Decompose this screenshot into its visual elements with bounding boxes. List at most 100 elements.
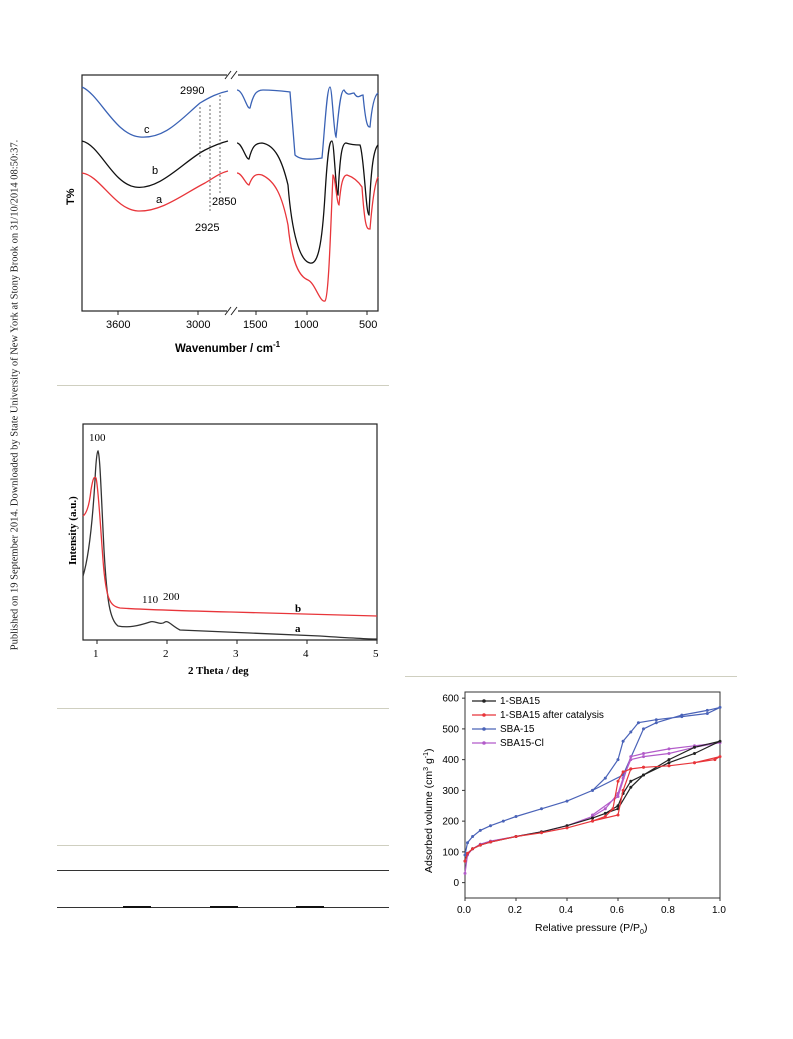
isotherm-point xyxy=(718,739,722,743)
ftir-break-mask xyxy=(227,69,238,319)
isotherm-point xyxy=(705,712,709,715)
isotherm-xtick-label: 0.0 xyxy=(457,905,471,916)
isotherm-xtick-label: 0.8 xyxy=(661,905,675,916)
isotherm-point xyxy=(540,807,543,811)
isotherm-point xyxy=(489,824,492,828)
isotherm-point xyxy=(667,747,671,751)
isotherm-point xyxy=(466,841,469,845)
isotherm-point xyxy=(463,871,467,875)
sidebar-provenance: Published on 19 September 2014. Download… xyxy=(0,0,30,1039)
isotherm-xlabel: Relative pressure (P/P0) xyxy=(535,922,647,936)
xrd-tick-2: 2 xyxy=(163,648,169,660)
isotherm-point xyxy=(629,758,633,762)
isotherm-point xyxy=(489,840,492,844)
table-rule-seg-2 xyxy=(210,906,238,908)
ftir-curve-label-c: c xyxy=(144,124,150,136)
ftir-xlabel: Wavenumber / cm-1 xyxy=(175,340,281,355)
isotherm-point xyxy=(471,847,475,851)
isotherm-point xyxy=(616,792,620,795)
isotherm-point xyxy=(629,779,633,783)
isotherm-point xyxy=(693,761,696,765)
isotherm-ytick-label: 100 xyxy=(442,847,459,858)
isotherm-point xyxy=(636,721,640,725)
isotherm-point xyxy=(603,811,607,815)
xrd-peak-label-110: 110 xyxy=(142,594,159,606)
isotherm-point xyxy=(654,721,658,725)
isotherm-series-1-sba15 xyxy=(464,740,721,862)
ftir-break-top xyxy=(224,70,238,80)
legend-sba15-cl: SBA15-Cl xyxy=(500,738,544,749)
xrd-curve-a xyxy=(82,449,378,640)
isotherm-point xyxy=(616,795,620,798)
isotherm-point xyxy=(705,708,709,712)
isotherm-point xyxy=(565,799,569,803)
ftir-tick-500: 500 xyxy=(359,319,377,331)
ftir-break-bottom xyxy=(224,306,238,316)
isotherm-point xyxy=(667,764,671,768)
isotherm-point xyxy=(591,816,594,820)
isotherm-ytick-label: 400 xyxy=(442,755,459,766)
isotherm-point xyxy=(591,813,594,817)
isotherm-point xyxy=(478,843,482,847)
isotherm-point xyxy=(565,824,569,828)
isotherm-point xyxy=(621,739,625,743)
ftir-label-2850: 2850 xyxy=(212,196,236,208)
ftir-frame-right xyxy=(234,74,379,312)
isotherm-point xyxy=(621,776,625,780)
xrd-tick-1: 1 xyxy=(93,648,99,660)
isotherm-xtick-label: 1.0 xyxy=(712,905,726,916)
isotherm-point xyxy=(718,755,722,759)
xrd-curve-b xyxy=(82,476,378,617)
isotherm-point xyxy=(693,752,696,755)
sidebar-provenance-text: Published on 19 September 2014. Download… xyxy=(9,139,21,651)
isotherm-figure: 1-SBA15 1-SBA15 after catalysis SBA-15 S… xyxy=(423,691,726,936)
legend-1-sba15-after: 1-SBA15 after catalysis xyxy=(500,710,604,721)
xrd-tick-3: 3 xyxy=(233,648,239,660)
isotherm-frame xyxy=(464,691,721,899)
isotherm-point xyxy=(654,718,658,722)
isotherm-ytick-label: 600 xyxy=(442,694,459,705)
isotherm-point xyxy=(603,776,607,780)
isotherm-point xyxy=(642,755,645,759)
ftir-curve-a xyxy=(81,170,379,302)
divider-1 xyxy=(57,385,389,386)
isotherm-ytick-label: 500 xyxy=(442,724,459,735)
xrd-curve-label-b: b xyxy=(295,603,301,615)
isotherm-point xyxy=(629,755,633,759)
isotherm-point xyxy=(540,831,543,835)
ftir-tick-1500: 1500 xyxy=(243,319,267,331)
isotherm-point xyxy=(616,758,620,762)
isotherm-point xyxy=(591,788,594,792)
ftir-tick-1000: 1000 xyxy=(294,319,318,331)
isotherm-point xyxy=(680,713,684,717)
ftir-label-2925: 2925 xyxy=(195,222,219,234)
isotherm-point xyxy=(642,765,645,769)
isotherm-point xyxy=(611,807,615,811)
isotherm-xtick-label: 0.4 xyxy=(559,905,573,916)
table-rule-seg-1 xyxy=(123,906,151,908)
isotherm-point xyxy=(514,835,518,838)
isotherm-legend: 1-SBA15 1-SBA15 after catalysis SBA-15 S… xyxy=(472,696,604,749)
ftir-label-2990: 2990 xyxy=(180,85,204,97)
isotherm-point xyxy=(621,770,625,774)
xrd-xlabel: 2 Theta / deg xyxy=(188,665,249,677)
isotherm-point xyxy=(667,761,671,765)
isotherm-point xyxy=(667,752,671,755)
ftir-curve-label-a: a xyxy=(156,194,163,206)
table-rule-seg-3 xyxy=(296,906,324,908)
isotherm-ylabel: Adsorbed volume (cm3 g-1) xyxy=(423,748,435,873)
isotherm-point xyxy=(603,807,607,811)
isotherm-point xyxy=(603,815,607,818)
isotherm-point xyxy=(642,752,645,755)
ftir-ylabel: T% xyxy=(65,188,77,205)
legend-1-sba15: 1-SBA15 xyxy=(500,696,540,707)
isotherm-point xyxy=(642,727,645,731)
isotherm-point xyxy=(642,773,645,777)
isotherm-point xyxy=(713,758,717,762)
isotherm-point xyxy=(629,730,633,734)
isotherm-point xyxy=(514,815,518,818)
table-rule-top xyxy=(57,870,389,871)
isotherm-point xyxy=(718,705,722,709)
isotherm-point xyxy=(463,853,467,857)
xrd-frame xyxy=(82,423,378,641)
